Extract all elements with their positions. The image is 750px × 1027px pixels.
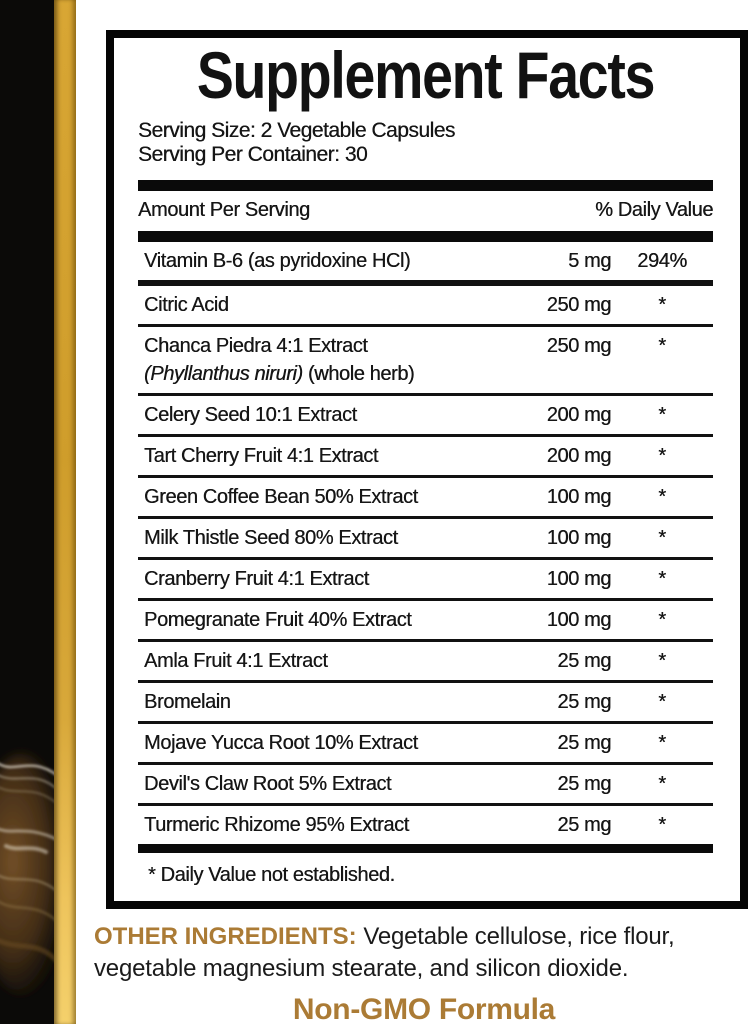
ingredient-daily-value: 294% bbox=[637, 250, 687, 273]
ingredient-amount: 250 mg bbox=[546, 335, 612, 358]
ingredient-row: Bromelain 25 mg * bbox=[138, 683, 713, 725]
ingredient-amount: 100 mg bbox=[546, 527, 612, 550]
ingredient-row: Citric Acid 250 mg * bbox=[138, 286, 713, 328]
ingredient-row: Vitamin B-6 (as pyridoxine HCl) 5 mg 294% bbox=[138, 242, 713, 287]
ingredient-amount: 25 mg bbox=[557, 650, 611, 673]
ingredient-daily-value: * bbox=[658, 527, 666, 550]
ingredient-amount: 200 mg bbox=[546, 404, 612, 427]
ingredient-row: Chanca Piedra 4:1 Extract (Phyllanthus ni… bbox=[138, 327, 713, 397]
other-ingredients-line2: vegetable magnesium stearate, and silico… bbox=[94, 955, 629, 983]
ingredient-daily-value: * bbox=[658, 486, 666, 509]
ingredient-row: Devil's Claw Root 5% Extract 25 mg * bbox=[138, 765, 713, 807]
ingredient-rows: Vitamin B-6 (as pyridoxine HCl) 5 mg 294% C… bbox=[138, 242, 713, 844]
ingredient-row: Cranberry Fruit 4:1 Extract 100 mg * bbox=[138, 560, 713, 602]
table-header-row: Amount Per Serving % Daily Value bbox=[138, 191, 713, 231]
ingredient-amount: 5 mg bbox=[568, 250, 611, 273]
ingredient-name: Tart Cherry Fruit 4:1 Extract bbox=[144, 445, 379, 468]
ingredient-row: Turmeric Rhizome 95% Extract 25 mg * bbox=[138, 806, 713, 844]
daily-value-header: % Daily Value bbox=[595, 199, 713, 222]
ingredient-amount: 200 mg bbox=[546, 445, 612, 468]
ingredient-name: Celery Seed 10:1 Extract bbox=[144, 404, 357, 427]
ingredient-name: Citric Acid bbox=[144, 294, 229, 317]
ingredient-name: Pomegranate Fruit 40% Extract bbox=[144, 609, 412, 632]
ingredient-row: Tart Cherry Fruit 4:1 Extract 200 mg * bbox=[138, 437, 713, 479]
non-gmo-text: Non-GMO Formula bbox=[292, 993, 556, 1026]
bottle-left-strip bbox=[0, 0, 54, 1024]
bottle-reflection-texture bbox=[0, 754, 54, 994]
ingredient-row: Mojave Yucca Root 10% Extract 25 mg * bbox=[138, 724, 713, 766]
other-ingredients-label: OTHER INGREDIENTS: bbox=[94, 923, 364, 951]
ingredient-amount: 250 mg bbox=[546, 294, 612, 317]
serving-info: Serving Size: 2 Vegetable Capsules Servi… bbox=[138, 119, 713, 167]
divider-thick-top bbox=[138, 180, 713, 192]
other-ingredients-line1: Vegetable cellulose, rice flour, bbox=[363, 923, 675, 951]
other-ingredients: OTHER INGREDIENTS: Vegetable cellulose, … bbox=[94, 921, 750, 985]
amount-per-serving-header: Amount Per Serving bbox=[138, 199, 310, 222]
ingredient-row: Celery Seed 10:1 Extract 200 mg * bbox=[138, 396, 713, 438]
gold-accent-stripe bbox=[54, 0, 76, 1024]
ingredient-amount: 100 mg bbox=[546, 568, 612, 591]
ingredient-name: Cranberry Fruit 4:1 Extract bbox=[144, 568, 369, 591]
label-content: Supplement Facts Serving Size: 2 Vegetab… bbox=[94, 0, 750, 1027]
ingredient-amount: 25 mg bbox=[557, 732, 611, 755]
panel-title: Supplement Facts bbox=[196, 38, 656, 112]
ingredient-amount: 25 mg bbox=[557, 773, 611, 796]
ingredient-name: Amla Fruit 4:1 Extract bbox=[144, 650, 328, 673]
ingredient-name: Vitamin B-6 (as pyridoxine HCl) bbox=[144, 250, 411, 273]
ingredient-amount: 100 mg bbox=[546, 486, 612, 509]
ingredient-row: Green Coffee Bean 50% Extract 100 mg * bbox=[138, 478, 713, 520]
divider-thick-bottom bbox=[138, 844, 713, 854]
serving-per-container: Serving Per Container: 30 bbox=[138, 143, 368, 167]
ingredient-daily-value: * bbox=[658, 814, 666, 837]
ingredient-row: Amla Fruit 4:1 Extract 25 mg * bbox=[138, 642, 713, 684]
ingredient-amount: 100 mg bbox=[546, 609, 612, 632]
ingredient-amount: 25 mg bbox=[557, 691, 611, 714]
supplement-facts-panel: Supplement Facts Serving Size: 2 Vegetab… bbox=[106, 30, 748, 910]
ingredient-botanical-name: (Phyllanthus niruri) (whole herb) bbox=[144, 363, 415, 386]
ingredient-row: Milk Thistle Seed 80% Extract 100 mg * bbox=[138, 519, 713, 561]
dv-footnote: * Daily Value not established. bbox=[148, 864, 395, 887]
ingredient-daily-value: * bbox=[658, 691, 666, 714]
ingredient-daily-value: * bbox=[658, 650, 666, 673]
ingredient-daily-value: * bbox=[658, 404, 666, 427]
ingredient-name: Chanca Piedra 4:1 Extract (Phyllanthus ni… bbox=[144, 335, 515, 385]
ingredient-name: Devil's Claw Root 5% Extract bbox=[144, 773, 392, 796]
ingredient-name: Bromelain bbox=[144, 691, 231, 714]
ingredient-daily-value: * bbox=[658, 335, 666, 358]
serving-size: Serving Size: 2 Vegetable Capsules bbox=[138, 119, 455, 143]
ingredient-row: Pomegranate Fruit 40% Extract 100 mg * bbox=[138, 601, 713, 643]
ingredient-daily-value: * bbox=[658, 568, 666, 591]
ingredient-name: Green Coffee Bean 50% Extract bbox=[144, 486, 418, 509]
ingredient-daily-value: * bbox=[658, 732, 666, 755]
ingredient-daily-value: * bbox=[658, 294, 666, 317]
ingredient-name: Turmeric Rhizome 95% Extract bbox=[144, 814, 409, 837]
divider-thick-mid bbox=[138, 231, 713, 243]
ingredient-name: Mojave Yucca Root 10% Extract bbox=[144, 732, 418, 755]
ingredient-daily-value: * bbox=[658, 773, 666, 796]
ingredient-amount: 25 mg bbox=[557, 814, 611, 837]
ingredient-name: Milk Thistle Seed 80% Extract bbox=[144, 527, 398, 550]
ingredient-daily-value: * bbox=[658, 609, 666, 632]
ingredient-daily-value: * bbox=[658, 445, 666, 468]
